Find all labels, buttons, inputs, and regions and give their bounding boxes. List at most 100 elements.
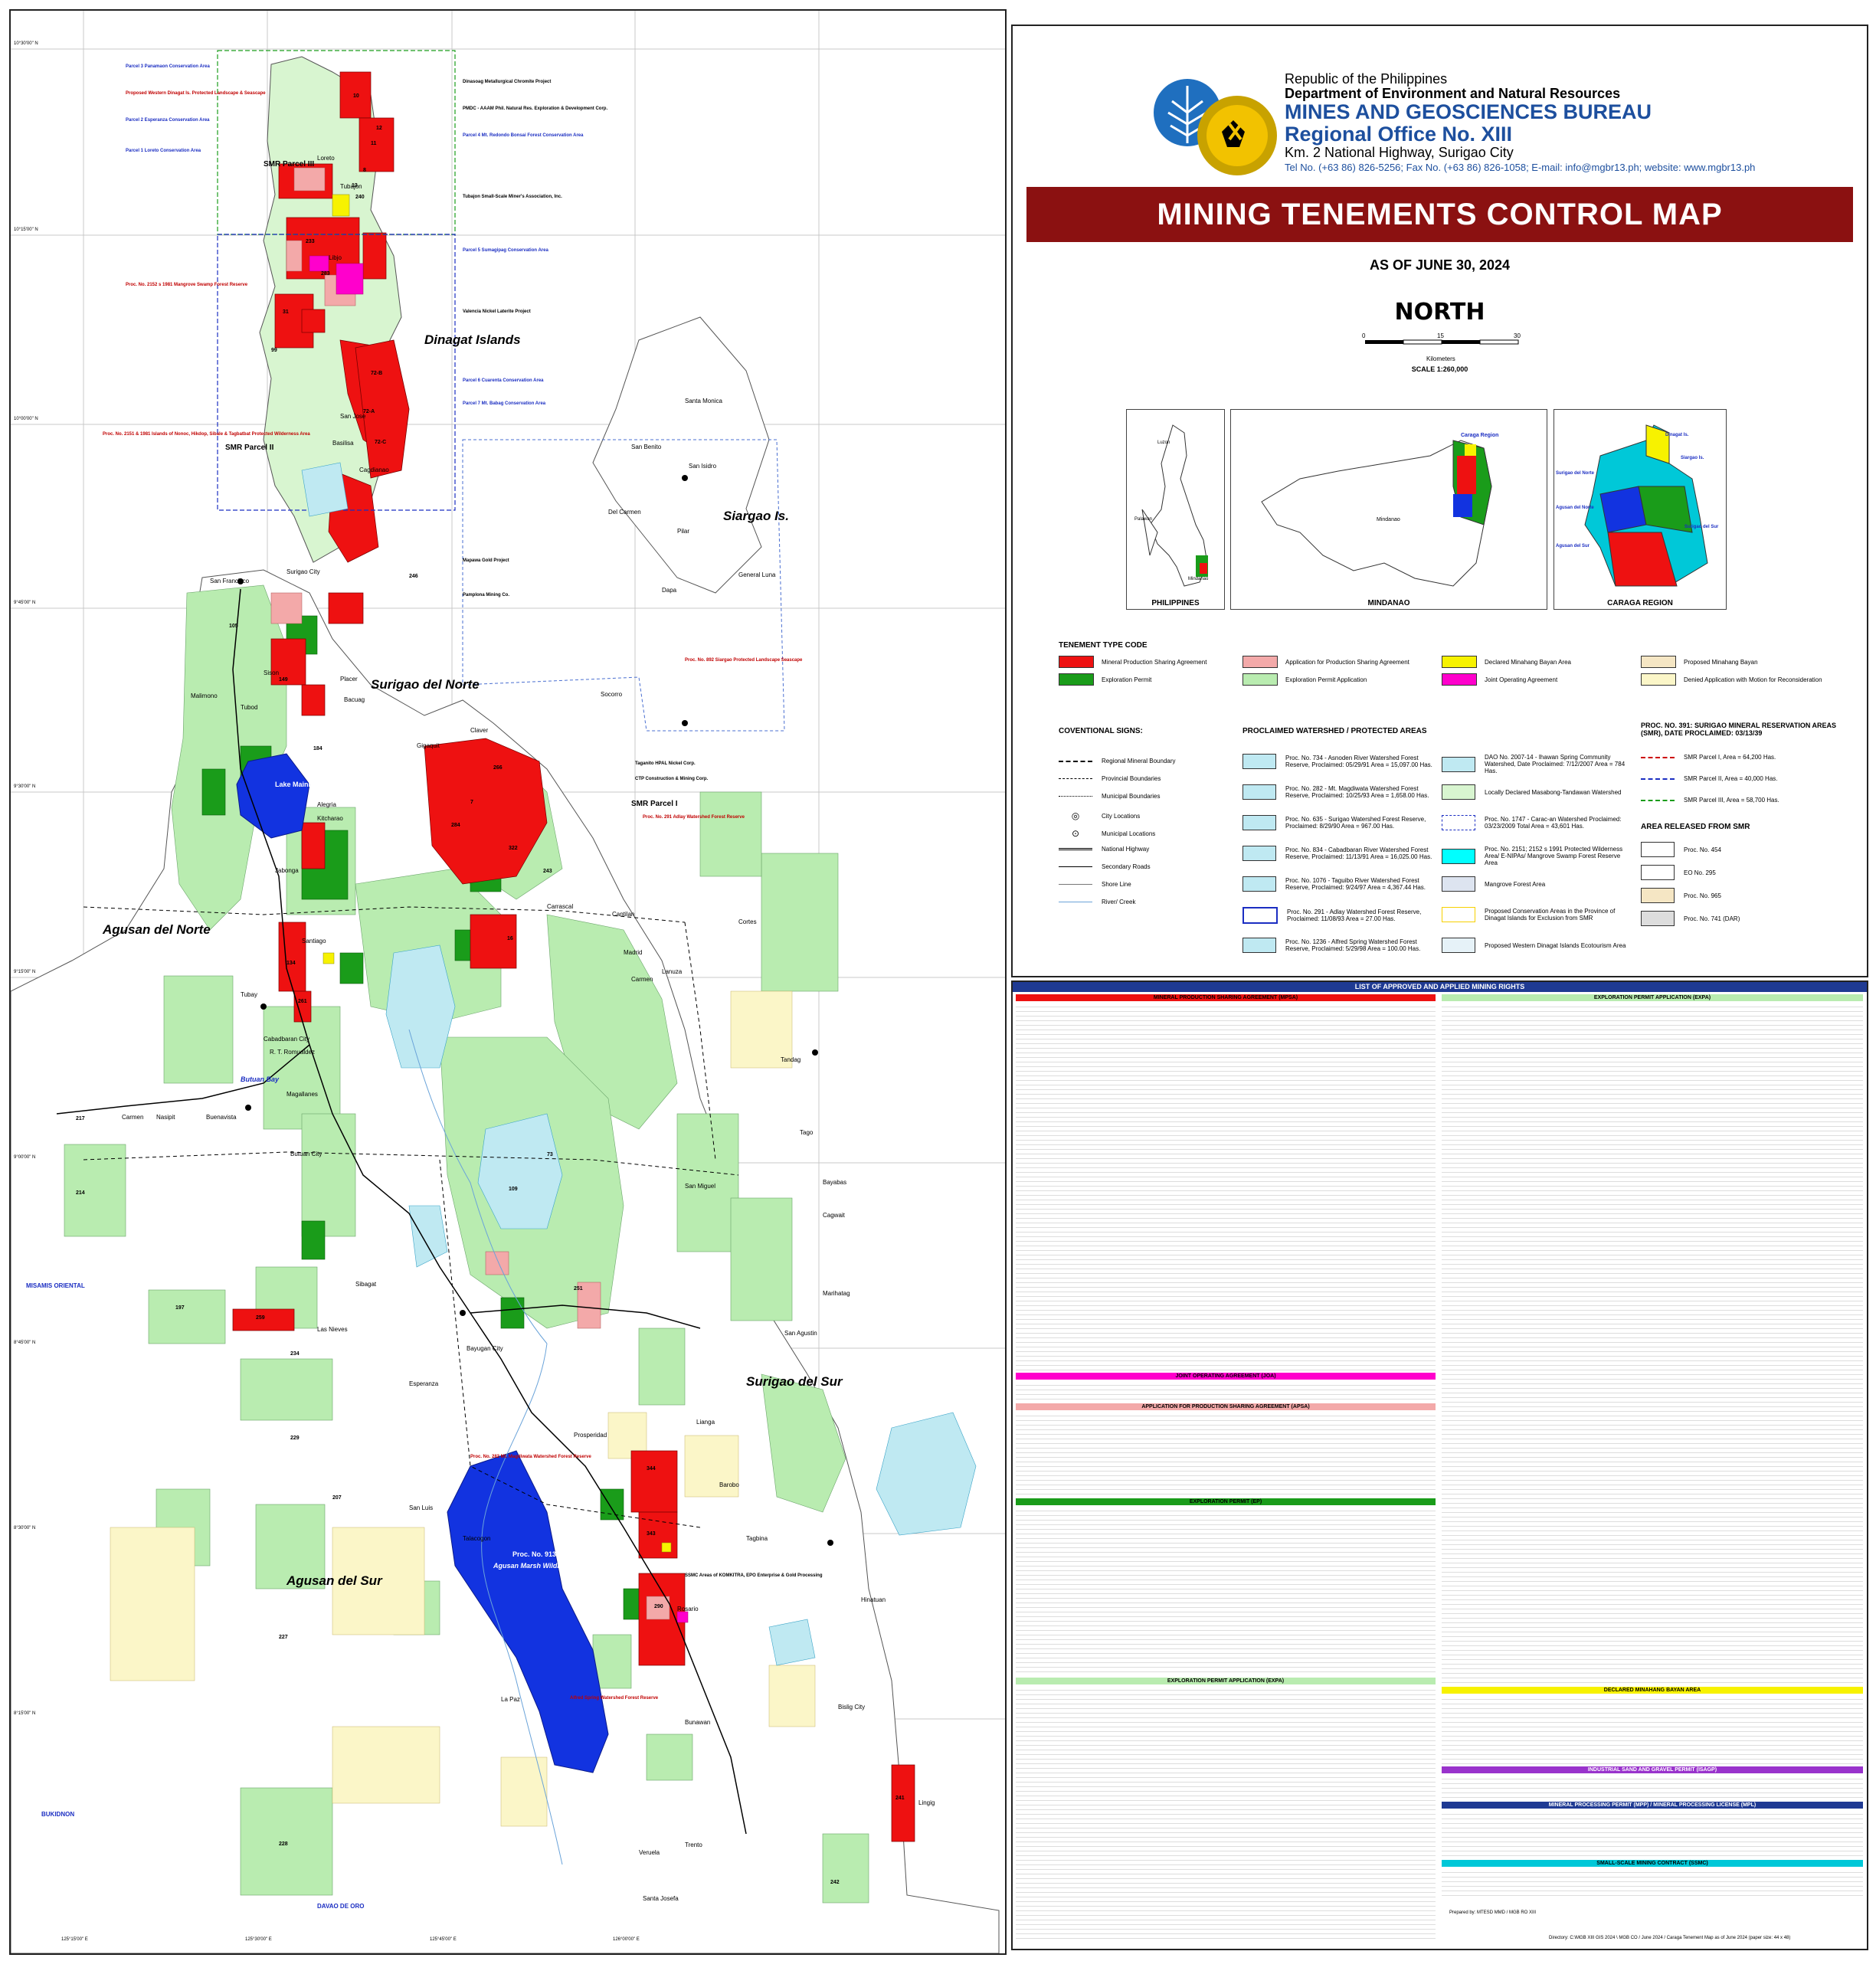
place-label: Magallanes	[286, 1091, 318, 1098]
list-section-header: EXPLORATION PERMIT (EP)	[1016, 1498, 1436, 1505]
denr-mgb-logo-icon	[1154, 79, 1277, 175]
legend-item: Provincial Boundaries	[1059, 775, 1161, 782]
place-label: San Isidro	[689, 463, 717, 470]
expa-rows-2	[1442, 1003, 1863, 1684]
scale-bar: 0 15 30 Kilometers	[1350, 331, 1534, 377]
legend-item: Proc. No. 734 - Asnoden River Watershed …	[1242, 754, 1434, 769]
place-label: Gigaquit	[417, 742, 440, 749]
place-label: Claver	[470, 727, 489, 734]
legend-item: Exploration Permit Application	[1242, 673, 1367, 686]
place-label: San Benito	[631, 444, 662, 450]
mpp-rows	[1442, 1810, 1863, 1856]
footer-prepared: Prepared by: MTESD MMD / MGB RO XIII	[1449, 1910, 1537, 1915]
mb-rows	[1442, 1695, 1863, 1764]
joa-rows	[1016, 1381, 1436, 1401]
map-note: Pamplona Mining Co.	[463, 593, 509, 597]
map-panel[interactable]: Dinagat Islands Siargao Is. Surigao del …	[9, 9, 1007, 1955]
bureau-line: MINES AND GEOSCIENCES BUREAU	[1285, 100, 1652, 123]
legend-item: Proposed Western Dinagat Islands Ecotour…	[1442, 938, 1633, 953]
place-label: Cantilan	[612, 911, 635, 918]
map-note: Taganito HPAL Nickel Corp.	[635, 761, 696, 766]
province-label: Siargao Is.	[723, 509, 789, 523]
legend-item: River/ Creek	[1059, 899, 1135, 905]
legend-item: EO No. 295	[1641, 865, 1716, 880]
tenement-map[interactable]	[11, 11, 1005, 1953]
region-label: DAVAO DE ORO	[317, 1903, 365, 1910]
inset-place: Palawan	[1134, 517, 1153, 522]
list-section-header: APPLICATION FOR PRODUCTION SHARING AGREE…	[1016, 1403, 1436, 1410]
tenement-number: 105	[229, 624, 238, 629]
lat-label: 10°00'00" N	[14, 417, 38, 421]
scale-tick: 0	[1362, 332, 1366, 339]
legend-item: DAO No. 2007-14 - Ihawan Spring Communit…	[1442, 754, 1633, 774]
place-label: Veruela	[639, 1849, 660, 1856]
place-label: Del Carmen	[608, 509, 641, 516]
lat-label: 9°30'00" N	[14, 784, 36, 789]
lake-label: Agusan Marsh Wildlife Sanctuary	[493, 1562, 603, 1570]
place-label: Lianga	[696, 1419, 715, 1426]
place-label: Santiago	[302, 938, 326, 944]
place-label: Malimono	[191, 692, 218, 699]
place-label: Butuan City	[290, 1151, 322, 1157]
lat-label: 9°15'00" N	[14, 970, 36, 974]
place-label: Bunawan	[685, 1719, 711, 1726]
tenement-number: 228	[279, 1842, 288, 1847]
map-note: Parcel 4 Mt. Redondo Bonsai Forest Conse…	[463, 133, 584, 138]
legend-item: Proc. No. 1236 - Alfred Spring Watershed…	[1242, 938, 1434, 953]
place-label: Cortes	[738, 918, 757, 925]
smr-label: SMR Parcel II	[225, 444, 274, 452]
legend-item: Application for Production Sharing Agree…	[1242, 656, 1409, 668]
place-label: Tandag	[781, 1056, 801, 1063]
province-label: Surigao del Norte	[371, 677, 480, 692]
legend-heading: TENEMENT TYPE CODE	[1059, 641, 1148, 650]
lat-label: 10°15'00" N	[14, 228, 38, 232]
inset-place: Surigao del Norte	[1556, 471, 1595, 476]
map-note: Parcel 5 Sumagipag Conservation Area	[463, 248, 548, 253]
inset-mindanao: Caraga Region Mindanao MINDANAO	[1230, 409, 1547, 610]
address-line: Km. 2 National Highway, Surigao City	[1285, 145, 1514, 160]
tenement-number: 242	[830, 1880, 840, 1885]
tenement-number: 109	[509, 1187, 518, 1192]
place-label: Prosperidad	[574, 1432, 607, 1439]
tenement-number: 217	[76, 1116, 85, 1121]
place-label: Cagdianao	[359, 467, 389, 473]
place-label: Pilar	[677, 528, 690, 535]
scale-tick: 30	[1514, 332, 1521, 339]
legend-item: ◎ City Locations	[1059, 810, 1141, 821]
title-block: Republic of the Philippines Department o…	[1011, 25, 1868, 977]
tenement-number: 259	[256, 1315, 265, 1321]
legend-item: Proc. No. 282 - Mt. Magdiwata Watershed …	[1242, 784, 1434, 800]
legend-item: SMR Parcel II, Area = 40,000 Has.	[1641, 775, 1778, 782]
map-note: SSMC Areas of KOMKITRA, EPO Enterprise &…	[685, 1573, 823, 1578]
inset-place: Mindanao	[1377, 517, 1400, 522]
legend-item: SMR Parcel III, Area = 58,700 Has.	[1641, 797, 1779, 804]
tenement-number: 266	[493, 765, 503, 771]
legend-item: Exploration Permit	[1059, 673, 1151, 686]
place-label: Placer	[340, 676, 358, 683]
place-label: Marihatag	[823, 1290, 850, 1297]
smr-label: SMR Parcel I	[631, 800, 678, 808]
place-label: Sibagat	[355, 1281, 377, 1288]
tenement-number: 241	[895, 1796, 905, 1801]
lat-label: 9°45'00" N	[14, 601, 36, 605]
tenement-number: 16	[507, 936, 513, 941]
place-label: San Jose	[340, 413, 366, 420]
lon-label: 125°45'00" E	[430, 1937, 457, 1942]
list-section-header: SMALL-SCALE MINING CONTRACT (SSMC)	[1442, 1860, 1863, 1867]
tenement-number: 234	[290, 1351, 300, 1357]
ep-rows	[1016, 1507, 1436, 1675]
mining-rights-list[interactable]: LIST OF APPROVED AND APPLIED MINING RIGH…	[1011, 980, 1868, 1950]
place-label: Las Nieves	[317, 1326, 348, 1333]
legend-item: Proc. No. 741 (DAR)	[1641, 911, 1740, 926]
place-label: Nasipit	[156, 1114, 175, 1121]
place-label: Talacogon	[463, 1535, 491, 1542]
inset-label: PHILIPPINES	[1151, 599, 1200, 607]
inset-place: Siargao Is.	[1681, 456, 1704, 460]
legend-heading: PROC. NO. 391: SURIGAO MINERAL RESERVATI…	[1641, 722, 1837, 737]
north-arrow-icon: NORTH	[1394, 299, 1485, 326]
place-label: San Luis	[409, 1504, 434, 1511]
list-title: LIST OF APPROVED AND APPLIED MINING RIGH…	[1013, 982, 1867, 992]
map-note: Dinasoag Metallurgical Chromite Project	[463, 80, 552, 84]
agency-header: Republic of the Philippines Department o…	[1285, 72, 1755, 175]
place-label: Cagwait	[823, 1212, 845, 1219]
